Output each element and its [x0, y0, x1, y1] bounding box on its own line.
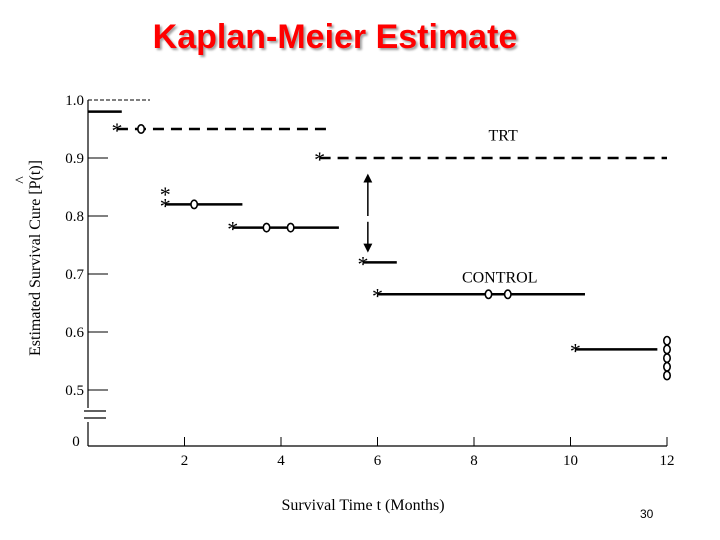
y-tick-label: 0.7	[65, 267, 84, 283]
x-tick-label: 10	[563, 453, 578, 469]
y-tick-label: 0.6	[65, 325, 84, 341]
censor-marker	[137, 124, 146, 135]
axes	[84, 100, 667, 447]
event-marker: *	[358, 251, 369, 276]
series-control: ******	[88, 110, 671, 381]
chart-title: Kaplan-Meier Estimate	[152, 18, 518, 56]
series-trt: **	[111, 118, 667, 172]
event-marker: *	[111, 118, 122, 143]
x-axis-label: Survival Time t (Months)	[281, 497, 444, 514]
origin-label: 0	[72, 434, 80, 450]
censor-marker	[662, 370, 671, 381]
y-tick-label: 0.8	[65, 209, 84, 225]
slide-number: 30	[640, 507, 654, 521]
x-tick-label: 8	[470, 453, 478, 469]
censor-marker	[662, 344, 671, 355]
censor-marker	[190, 199, 199, 210]
censor-marker	[662, 353, 671, 364]
y-tick-label: 0.5	[65, 383, 84, 399]
censor-marker	[503, 289, 512, 300]
y-axis-label: Estimated Survival Cure [P(t)]	[27, 160, 44, 356]
x-tick-label: 4	[277, 453, 285, 469]
censor-marker	[484, 289, 493, 300]
ticks: 1.0 0.9 0.8 0.7 0.6 0.5 0 2 4 6 8 10 12	[65, 93, 674, 469]
event-marker: *	[160, 182, 171, 207]
event-marker: *	[314, 147, 325, 172]
y-tick-label: 0.9	[65, 151, 84, 167]
censor-marker	[286, 222, 295, 233]
x-tick-label: 6	[374, 453, 382, 469]
series-label-control: CONTROL	[462, 270, 538, 287]
event-marker: *	[372, 283, 383, 308]
censor-marker	[662, 335, 671, 346]
event-marker: *	[160, 193, 171, 218]
series-label-trt: TRT	[488, 128, 517, 145]
y-tick-label: 1.0	[65, 93, 84, 109]
x-tick-label: 2	[181, 453, 189, 469]
x-tick-label: 12	[660, 453, 675, 469]
labels: TRT CONTROL Survival Time t (Months) Estima…	[13, 128, 538, 514]
event-marker: *	[227, 217, 238, 242]
y-axis-hat: ^	[13, 176, 30, 184]
censor-marker	[262, 222, 271, 233]
event-marker: *	[570, 338, 581, 363]
censor-marker	[662, 361, 671, 372]
